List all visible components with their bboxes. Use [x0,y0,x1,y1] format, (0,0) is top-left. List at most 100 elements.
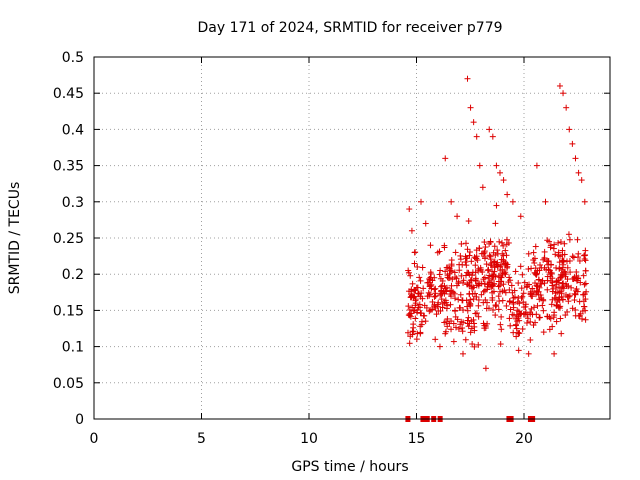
data-point [427,282,434,289]
data-point [525,350,532,357]
data-point [418,198,425,205]
data-point [465,314,472,321]
data-point [562,269,569,276]
data-point [406,206,413,213]
data-point [543,266,550,273]
data-point [409,304,416,311]
data-point [531,280,538,287]
data-point [506,286,513,293]
data-point [496,169,503,176]
data-point [416,274,423,281]
data-point [546,267,553,274]
x-tick-labels: 0 5 10 15 20 [90,431,533,447]
data-point [436,343,443,350]
data-point [444,323,451,330]
data-point [536,284,543,291]
data-point [454,316,461,323]
data-point [472,278,479,285]
data-point [443,305,450,312]
data-point [476,245,483,252]
data-point [523,319,530,326]
data-point [456,267,463,274]
data-point [540,329,547,336]
data-point [577,279,584,286]
data-point [473,133,480,140]
data-point [484,267,491,274]
data-point [575,250,582,257]
data-point [435,299,442,306]
data-point [582,251,589,258]
data-point [507,322,514,329]
data-point [520,304,527,311]
data-point [579,315,586,322]
data-point [551,241,558,248]
data-point [516,300,523,307]
data-point [438,296,445,303]
data-point [482,365,489,372]
data-point [448,198,455,205]
data-point [581,291,588,298]
data-point [442,155,449,162]
data-point [495,283,502,290]
data-point [497,274,504,281]
data-point [527,309,534,316]
data-point [426,275,433,282]
data-point [408,227,415,234]
data-point [576,257,583,264]
data-point [411,307,418,314]
data-point [507,277,514,284]
data-point [489,283,496,290]
data-point [530,249,537,256]
data-point [442,285,449,292]
data-point [407,272,414,279]
data-point [487,238,494,245]
data-point [426,292,433,299]
data-point [556,305,563,312]
data-point [476,162,483,169]
data-point [417,330,424,337]
y-tick-label: 0.25 [53,231,84,247]
data-point [481,239,488,246]
data-point [579,308,586,315]
data-point [506,315,513,322]
data-point [499,250,506,257]
data-point [500,177,507,184]
axis-ticks [93,56,610,420]
data-point [436,271,443,278]
data-point [455,296,462,303]
y-axis-label: SRMTID / TECUs [7,182,23,295]
data-point [571,290,578,297]
data-point [500,281,507,288]
x-tick-label: 10 [300,431,318,447]
data-point [414,263,421,270]
data-point [457,256,464,263]
data-point [572,291,579,298]
data-point [411,293,418,300]
data-point [441,244,448,251]
data-point [572,155,579,162]
data-point [541,255,548,262]
data-point [569,305,576,312]
data-point [405,267,412,274]
data-point [467,329,474,336]
data-point [413,336,420,343]
data-point [465,218,472,225]
data-point [427,269,434,276]
data-point [475,313,482,320]
data-point [572,312,579,319]
data-point [437,267,444,274]
data-point [502,247,509,254]
data-point [414,284,421,291]
data-point [470,316,477,323]
y-tick-label: 0 [75,412,84,428]
data-point [404,329,411,336]
data-point [466,252,473,259]
data-point [514,329,521,336]
y-tick-label: 0.15 [53,303,84,319]
data-point [562,312,569,319]
data-point [515,315,522,322]
data-point [514,318,521,325]
data-point [409,328,416,335]
data-point [551,350,558,357]
data-point [569,140,576,147]
